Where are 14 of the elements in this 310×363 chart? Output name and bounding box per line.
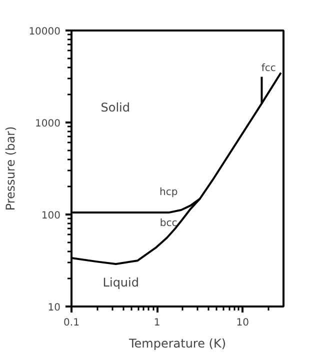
- annotation: bcc: [160, 218, 178, 229]
- y-tick-label: 10: [48, 302, 61, 314]
- y-tick-label: 10000: [28, 26, 60, 38]
- y-axis-title: Pressure (bar): [4, 126, 18, 211]
- x-axis-title: Temperature (K): [128, 336, 226, 350]
- annotation: fcc: [261, 63, 276, 74]
- y-tick-label: 100: [41, 210, 61, 222]
- annotation: Liquid: [102, 275, 139, 290]
- annotation: Solid: [100, 100, 130, 115]
- x-tick-label: 1: [154, 318, 160, 328]
- x-tick-label: 10: [236, 318, 250, 328]
- annotation: hcp: [160, 187, 178, 198]
- y-tick-label: 1000: [35, 118, 61, 130]
- x-tick-label: 0.1: [64, 318, 80, 328]
